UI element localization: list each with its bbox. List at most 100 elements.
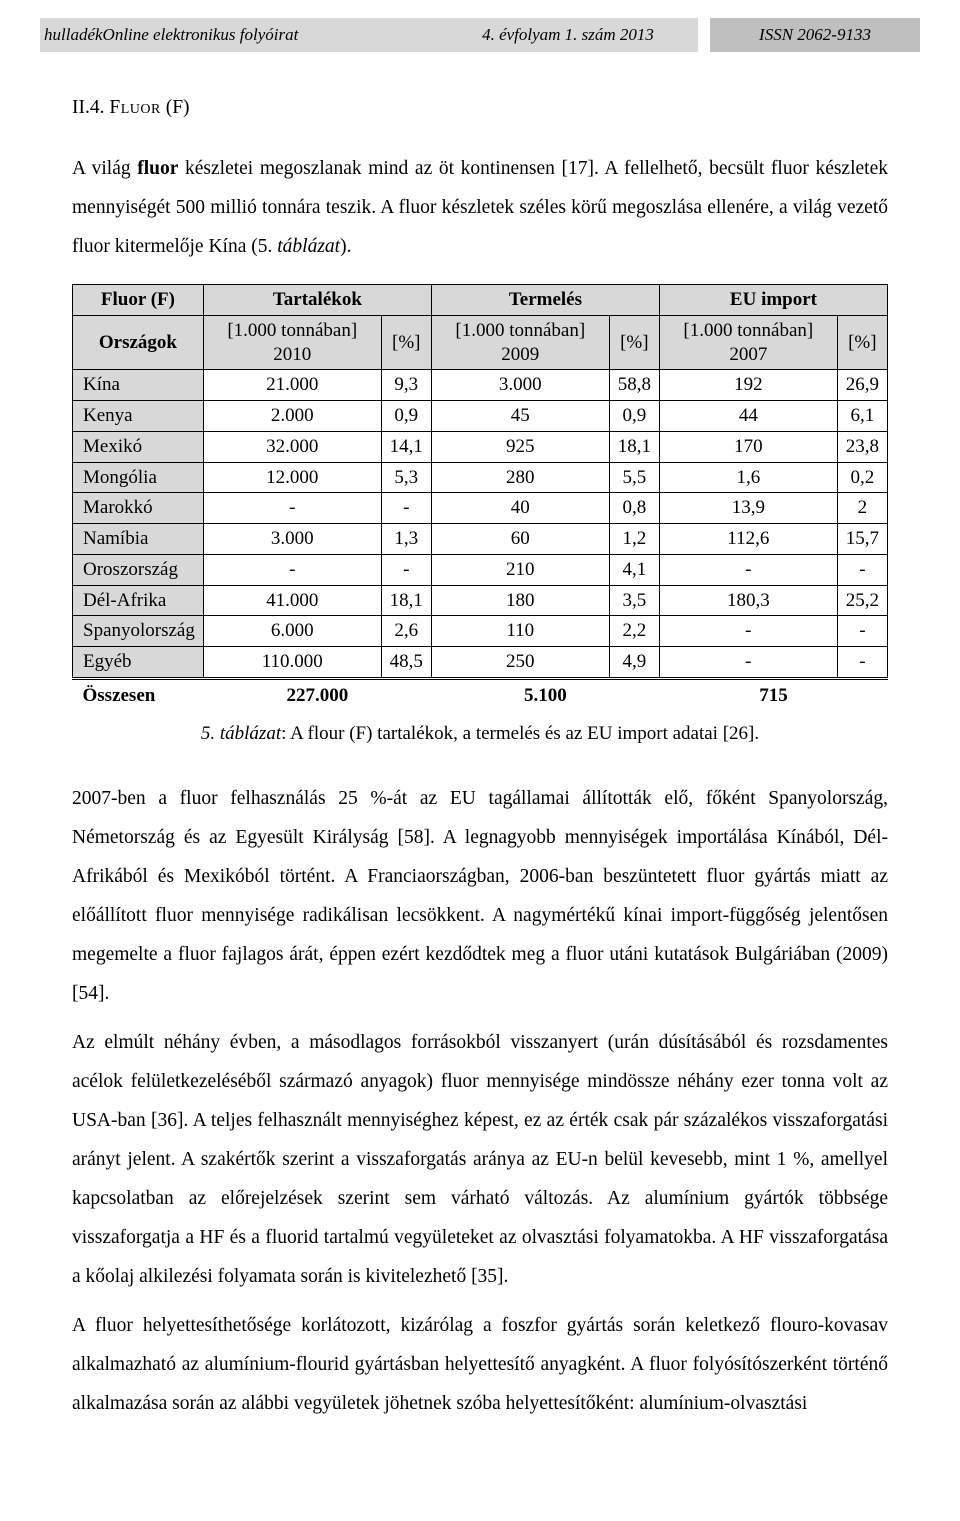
header-gap bbox=[698, 18, 710, 52]
cell-v3: 112,6 bbox=[659, 524, 837, 555]
table-row: Kenya2.0000,9450,9446,1 bbox=[73, 401, 888, 432]
cell-v1: 2.000 bbox=[203, 401, 381, 432]
intro-bold: fluor bbox=[137, 158, 178, 179]
table-row: Marokkó--400,813,92 bbox=[73, 493, 888, 524]
section-title-suffix: (F) bbox=[161, 97, 190, 118]
section-title-sc: Fluor bbox=[109, 97, 160, 118]
cell-p3: 15,7 bbox=[837, 524, 887, 555]
section-number: II.4. bbox=[72, 97, 105, 118]
intro-t5: ). bbox=[340, 236, 351, 257]
cell-v2: 210 bbox=[431, 554, 609, 585]
th-pct3: [%] bbox=[837, 315, 887, 370]
body-p2: Az elmúlt néhány évben, a másodlagos for… bbox=[72, 1023, 888, 1296]
cell-country: Kenya bbox=[73, 401, 204, 432]
cell-v2: 60 bbox=[431, 524, 609, 555]
cell-p2: 0,8 bbox=[609, 493, 659, 524]
cell-p1: 18,1 bbox=[381, 585, 431, 616]
cell-v1: 21.000 bbox=[203, 370, 381, 401]
cell-p3: 0,2 bbox=[837, 462, 887, 493]
table-row: Oroszország--2104,1-- bbox=[73, 554, 888, 585]
cell-country: Namíbia bbox=[73, 524, 204, 555]
caption-text: : A flour (F) tartalékok, a termelés és … bbox=[281, 723, 759, 744]
cell-p3: 23,8 bbox=[837, 431, 887, 462]
cell-v1: 12.000 bbox=[203, 462, 381, 493]
cell-country: Kína bbox=[73, 370, 204, 401]
th-unit3: [1.000 tonnában] 2007 bbox=[659, 315, 837, 370]
cell-v3: 192 bbox=[659, 370, 837, 401]
cell-v1: 3.000 bbox=[203, 524, 381, 555]
page-header: hulladékOnline elektronikus folyóirat 4.… bbox=[40, 18, 920, 52]
cell-v2: 925 bbox=[431, 431, 609, 462]
cell-country: Oroszország bbox=[73, 554, 204, 585]
cell-country: Marokkó bbox=[73, 493, 204, 524]
cell-country: Spanyolország bbox=[73, 616, 204, 647]
cell-p1: 14,1 bbox=[381, 431, 431, 462]
table-row: Kína21.0009,33.00058,819226,9 bbox=[73, 370, 888, 401]
cell-p2: 18,1 bbox=[609, 431, 659, 462]
cell-p3: 2 bbox=[837, 493, 887, 524]
intro-italic: táblázat bbox=[277, 236, 340, 257]
cell-p3: - bbox=[837, 616, 887, 647]
cell-p2: 4,9 bbox=[609, 647, 659, 679]
cell-country: Mongólia bbox=[73, 462, 204, 493]
table-row: Spanyolország6.0002,61102,2-- bbox=[73, 616, 888, 647]
caption-label: 5. táblázat bbox=[201, 723, 281, 744]
table-row: Dél-Afrika41.00018,11803,5180,325,2 bbox=[73, 585, 888, 616]
cell-v3: 13,9 bbox=[659, 493, 837, 524]
table-caption: 5. táblázat: A flour (F) tartalékok, a t… bbox=[72, 715, 888, 753]
cell-v2: 45 bbox=[431, 401, 609, 432]
cell-p1: 2,6 bbox=[381, 616, 431, 647]
cell-p2: 58,8 bbox=[609, 370, 659, 401]
cell-v3: - bbox=[659, 647, 837, 679]
cell-p1: - bbox=[381, 493, 431, 524]
table-row: Mongólia12.0005,32805,51,60,2 bbox=[73, 462, 888, 493]
cell-p3: - bbox=[837, 554, 887, 585]
total-v1: 227.000 bbox=[203, 678, 431, 710]
th-reserves: Tartalékok bbox=[203, 285, 431, 316]
table-row: Mexikó32.00014,192518,117023,8 bbox=[73, 431, 888, 462]
cell-v3: - bbox=[659, 554, 837, 585]
fluor-table: Fluor (F) Tartalékok Termelés EU import … bbox=[72, 284, 888, 711]
th-production: Termelés bbox=[431, 285, 659, 316]
cell-v2: 250 bbox=[431, 647, 609, 679]
cell-p1: 5,3 bbox=[381, 462, 431, 493]
cell-p1: 1,3 bbox=[381, 524, 431, 555]
cell-p2: 3,5 bbox=[609, 585, 659, 616]
cell-v1: 6.000 bbox=[203, 616, 381, 647]
body-p3: A fluor helyettesíthetősége korlátozott,… bbox=[72, 1306, 888, 1423]
cell-p1: 0,9 bbox=[381, 401, 431, 432]
page-content: II.4. Fluor (F) A világ fluor készletei … bbox=[72, 88, 888, 1423]
cell-v3: 170 bbox=[659, 431, 837, 462]
cell-p3: 26,9 bbox=[837, 370, 887, 401]
cell-v1: - bbox=[203, 493, 381, 524]
total-label: Összesen bbox=[73, 678, 204, 710]
cell-v3: - bbox=[659, 616, 837, 647]
intro-t1: A világ bbox=[72, 158, 137, 179]
body-p1: 2007-ben a fluor felhasználás 25 %-át az… bbox=[72, 779, 888, 1013]
th-fluor: Fluor (F) bbox=[73, 285, 204, 316]
th-pct1: [%] bbox=[381, 315, 431, 370]
th-unit2: [1.000 tonnában] 2009 bbox=[431, 315, 609, 370]
cell-p2: 0,9 bbox=[609, 401, 659, 432]
cell-p3: 6,1 bbox=[837, 401, 887, 432]
header-issue: 4. évfolyam 1. szám 2013 bbox=[438, 18, 698, 52]
header-issn: ISSN 2062-9133 bbox=[710, 18, 920, 52]
intro-paragraph: A világ fluor készletei megoszlanak mind… bbox=[72, 149, 888, 266]
total-v3: 715 bbox=[659, 678, 887, 710]
cell-p2: 1,2 bbox=[609, 524, 659, 555]
intro-t3: készletei megoszlanak mind az öt kontine… bbox=[72, 158, 888, 257]
table-row: Egyéb110.00048,52504,9-- bbox=[73, 647, 888, 679]
cell-country: Egyéb bbox=[73, 647, 204, 679]
cell-p1: 48,5 bbox=[381, 647, 431, 679]
total-v2: 5.100 bbox=[431, 678, 659, 710]
cell-v2: 280 bbox=[431, 462, 609, 493]
cell-v2: 110 bbox=[431, 616, 609, 647]
cell-v2: 180 bbox=[431, 585, 609, 616]
section-title: II.4. Fluor (F) bbox=[72, 88, 888, 127]
cell-country: Dél-Afrika bbox=[73, 585, 204, 616]
cell-country: Mexikó bbox=[73, 431, 204, 462]
cell-v2: 3.000 bbox=[431, 370, 609, 401]
th-unit1: [1.000 tonnában] 2010 bbox=[203, 315, 381, 370]
cell-v2: 40 bbox=[431, 493, 609, 524]
header-journal: hulladékOnline elektronikus folyóirat bbox=[40, 18, 438, 52]
